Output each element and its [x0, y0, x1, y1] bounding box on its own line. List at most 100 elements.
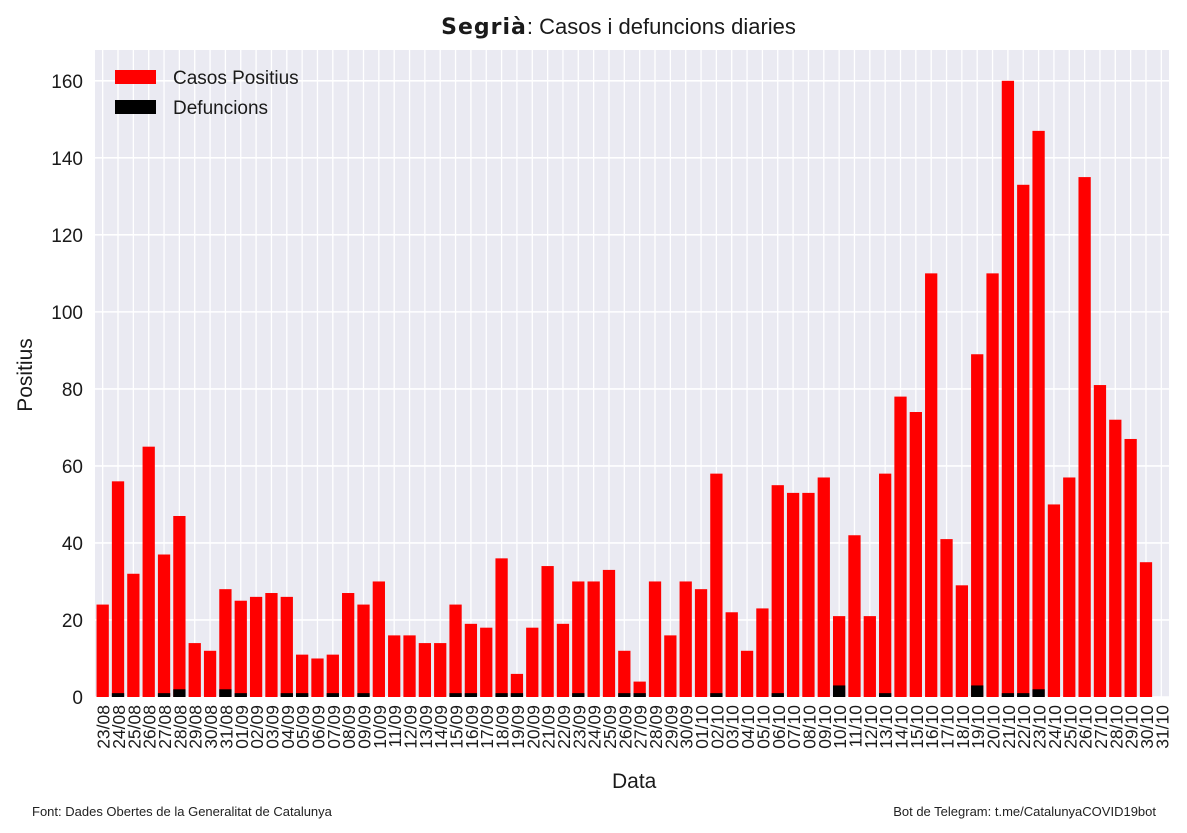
x-tick-label: 28/09 [646, 705, 666, 749]
bar-casos-positius [602, 569, 616, 697]
x-tick-label: 04/10 [738, 705, 758, 749]
bar-defuncions [572, 693, 585, 697]
x-tick-label: 13/09 [416, 705, 436, 749]
x-tick-label: 25/09 [600, 705, 620, 749]
x-tick-label: 27/09 [631, 705, 651, 749]
bar-casos-positius [495, 558, 508, 697]
x-tick-label: 23/08 [94, 705, 114, 749]
bar-casos-positius [280, 596, 293, 697]
y-tick-label: 80 [62, 380, 83, 401]
x-tick-label: 10/09 [370, 705, 390, 749]
bar-casos-positius [111, 481, 125, 697]
bar-casos-positius [480, 627, 493, 697]
bar-casos-positius [526, 627, 539, 697]
title-rest: : Casos i defuncions diaries [526, 14, 796, 39]
bar-casos-positius [1017, 184, 1030, 697]
bar-defuncions [111, 693, 125, 697]
x-tick-label: 26/09 [615, 705, 635, 749]
x-tick-label: 22/10 [1014, 705, 1034, 749]
x-tick-label: 17/10 [938, 705, 958, 749]
bar-casos-positius [909, 412, 922, 697]
bar-casos-positius [1032, 130, 1045, 697]
x-tick-label: 29/08 [186, 705, 206, 749]
x-tick-label: 03/09 [262, 705, 282, 749]
bar-casos-positius [572, 581, 585, 697]
x-axis-label: Data [612, 770, 657, 793]
bar-casos-positius [679, 581, 692, 697]
x-tick-label: 09/10 [815, 705, 835, 749]
y-tick-label: 120 [51, 226, 83, 247]
bar-casos-positius [249, 596, 263, 697]
bar-casos-positius [894, 396, 907, 697]
x-tick-label: 25/10 [1060, 705, 1080, 749]
bar-casos-positius [311, 658, 324, 697]
bar-casos-positius [219, 589, 232, 697]
x-tick-label: 18/09 [493, 705, 513, 749]
bar-casos-positius [541, 566, 554, 697]
x-tick-label: 29/10 [1122, 705, 1142, 749]
x-tick-label: 06/09 [308, 705, 328, 749]
x-tick-label: 05/10 [753, 705, 773, 749]
bar-casos-positius [756, 608, 769, 697]
y-tick-label: 40 [62, 534, 83, 555]
y-tick-label: 100 [51, 303, 83, 324]
x-tick-label: 24/10 [1045, 705, 1065, 749]
x-tick-label: 21/10 [999, 705, 1019, 749]
bar-casos-positius [771, 485, 784, 697]
x-tick-label: 02/09 [247, 705, 267, 749]
x-tick-label: 20/09 [523, 705, 543, 749]
bar-defuncions [295, 693, 309, 697]
x-tick-label: 03/10 [723, 705, 743, 749]
bar-casos-positius [388, 635, 401, 697]
bar-casos-positius [1063, 477, 1076, 697]
x-tick-label: 16/10 [922, 705, 942, 749]
bar-casos-positius [786, 492, 800, 697]
bar-defuncions [971, 685, 984, 697]
bar-casos-positius [142, 446, 155, 697]
bar-casos-positius [725, 612, 738, 697]
x-tick-label: 24/09 [585, 705, 605, 749]
bar-casos-positius [96, 604, 109, 697]
bar-casos-positius [1093, 385, 1107, 697]
x-tick-label: 14/10 [892, 705, 912, 749]
x-tick-label: 11/09 [385, 705, 405, 748]
bar-defuncions [1001, 693, 1015, 697]
bar-casos-positius [710, 473, 723, 697]
y-tick-label: 0 [72, 688, 83, 709]
bar-defuncions [1032, 689, 1045, 697]
bar-defuncions [464, 693, 478, 697]
legend-swatch [115, 70, 156, 84]
bar-casos-positius [955, 585, 969, 697]
bar-defuncions [157, 693, 171, 697]
x-tick-label: 07/10 [784, 705, 804, 749]
bar-casos-positius [1001, 80, 1015, 698]
x-tick-label: 12/09 [401, 705, 421, 749]
x-tick-label: 22/09 [554, 705, 574, 749]
x-tick-label: 19/09 [508, 705, 528, 749]
x-tick-label: 25/08 [124, 705, 144, 749]
bar-defuncions [618, 693, 631, 697]
bar-defuncions [1017, 693, 1030, 697]
bar-defuncions [173, 689, 186, 697]
x-tick-label: 09/09 [355, 705, 375, 749]
bar-defuncions [495, 693, 508, 697]
x-tick-label: 10/10 [830, 705, 850, 749]
y-tick-label: 140 [51, 149, 83, 170]
bar-casos-positius [326, 654, 339, 697]
bar-casos-positius [971, 354, 984, 697]
bar-casos-positius [1139, 562, 1153, 697]
x-tick-label: 17/09 [477, 705, 497, 749]
bar-casos-positius [418, 643, 432, 697]
bar-casos-positius [694, 589, 708, 697]
bar-defuncions [510, 693, 524, 697]
bar-casos-positius [342, 593, 355, 697]
x-tick-label: 24/08 [109, 705, 129, 749]
x-tick-label: 12/10 [861, 705, 881, 749]
bar-casos-positius [1124, 438, 1137, 697]
x-tick-label: 31/08 [216, 705, 236, 749]
bar-defuncions [280, 693, 293, 697]
bar-casos-positius [234, 600, 247, 697]
bar-casos-positius [357, 604, 370, 697]
x-tick-label: 23/10 [1030, 705, 1050, 749]
bar-casos-positius [295, 654, 309, 697]
